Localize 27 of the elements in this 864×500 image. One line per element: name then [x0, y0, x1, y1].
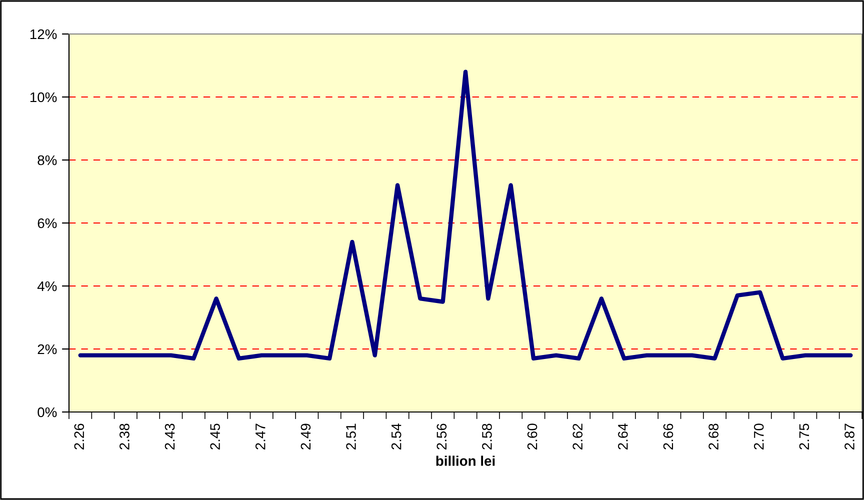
x-tick-label: 2.58 — [482, 424, 492, 450]
x-tick-label: 2.47 — [255, 424, 266, 450]
x-tick-label: 2.45 — [210, 424, 220, 450]
x-tick-label: 2.60 — [527, 424, 538, 450]
line-series — [78, 70, 853, 361]
x-tick-label: 2.68 — [708, 424, 718, 450]
x-tick-label: 2.87 — [844, 424, 854, 450]
y-tick-label: 6% — [38, 218, 57, 228]
x-tick-label: 2.51 — [346, 424, 356, 450]
y-tick-label: 2% — [38, 344, 57, 354]
x-tick-label: 2.26 — [74, 424, 84, 450]
x-tick-label: 2.56 — [436, 424, 447, 450]
x-tick-label: 2.66 — [663, 424, 674, 450]
x-tick-label: 2.62 — [572, 424, 583, 450]
x-tick-label: 2.38 — [120, 424, 130, 450]
x-tick-label: 2.64 — [618, 424, 628, 450]
y-tick-label: 4% — [37, 281, 57, 292]
x-tick-label: 2.49 — [300, 424, 311, 450]
x-tick-label: 2.70 — [754, 424, 764, 450]
y-tick-label: 12% — [30, 29, 57, 40]
y-tick-label: 10% — [30, 92, 57, 102]
x-tick-label: 2.54 — [391, 424, 402, 450]
x-tick-label: 2.43 — [164, 424, 175, 450]
y-tick-label: 8% — [38, 155, 57, 166]
x-tick-label: 2.75 — [799, 424, 810, 450]
y-tick-label: 0% — [38, 407, 57, 418]
x-axis-title: billion lei — [436, 456, 495, 466]
